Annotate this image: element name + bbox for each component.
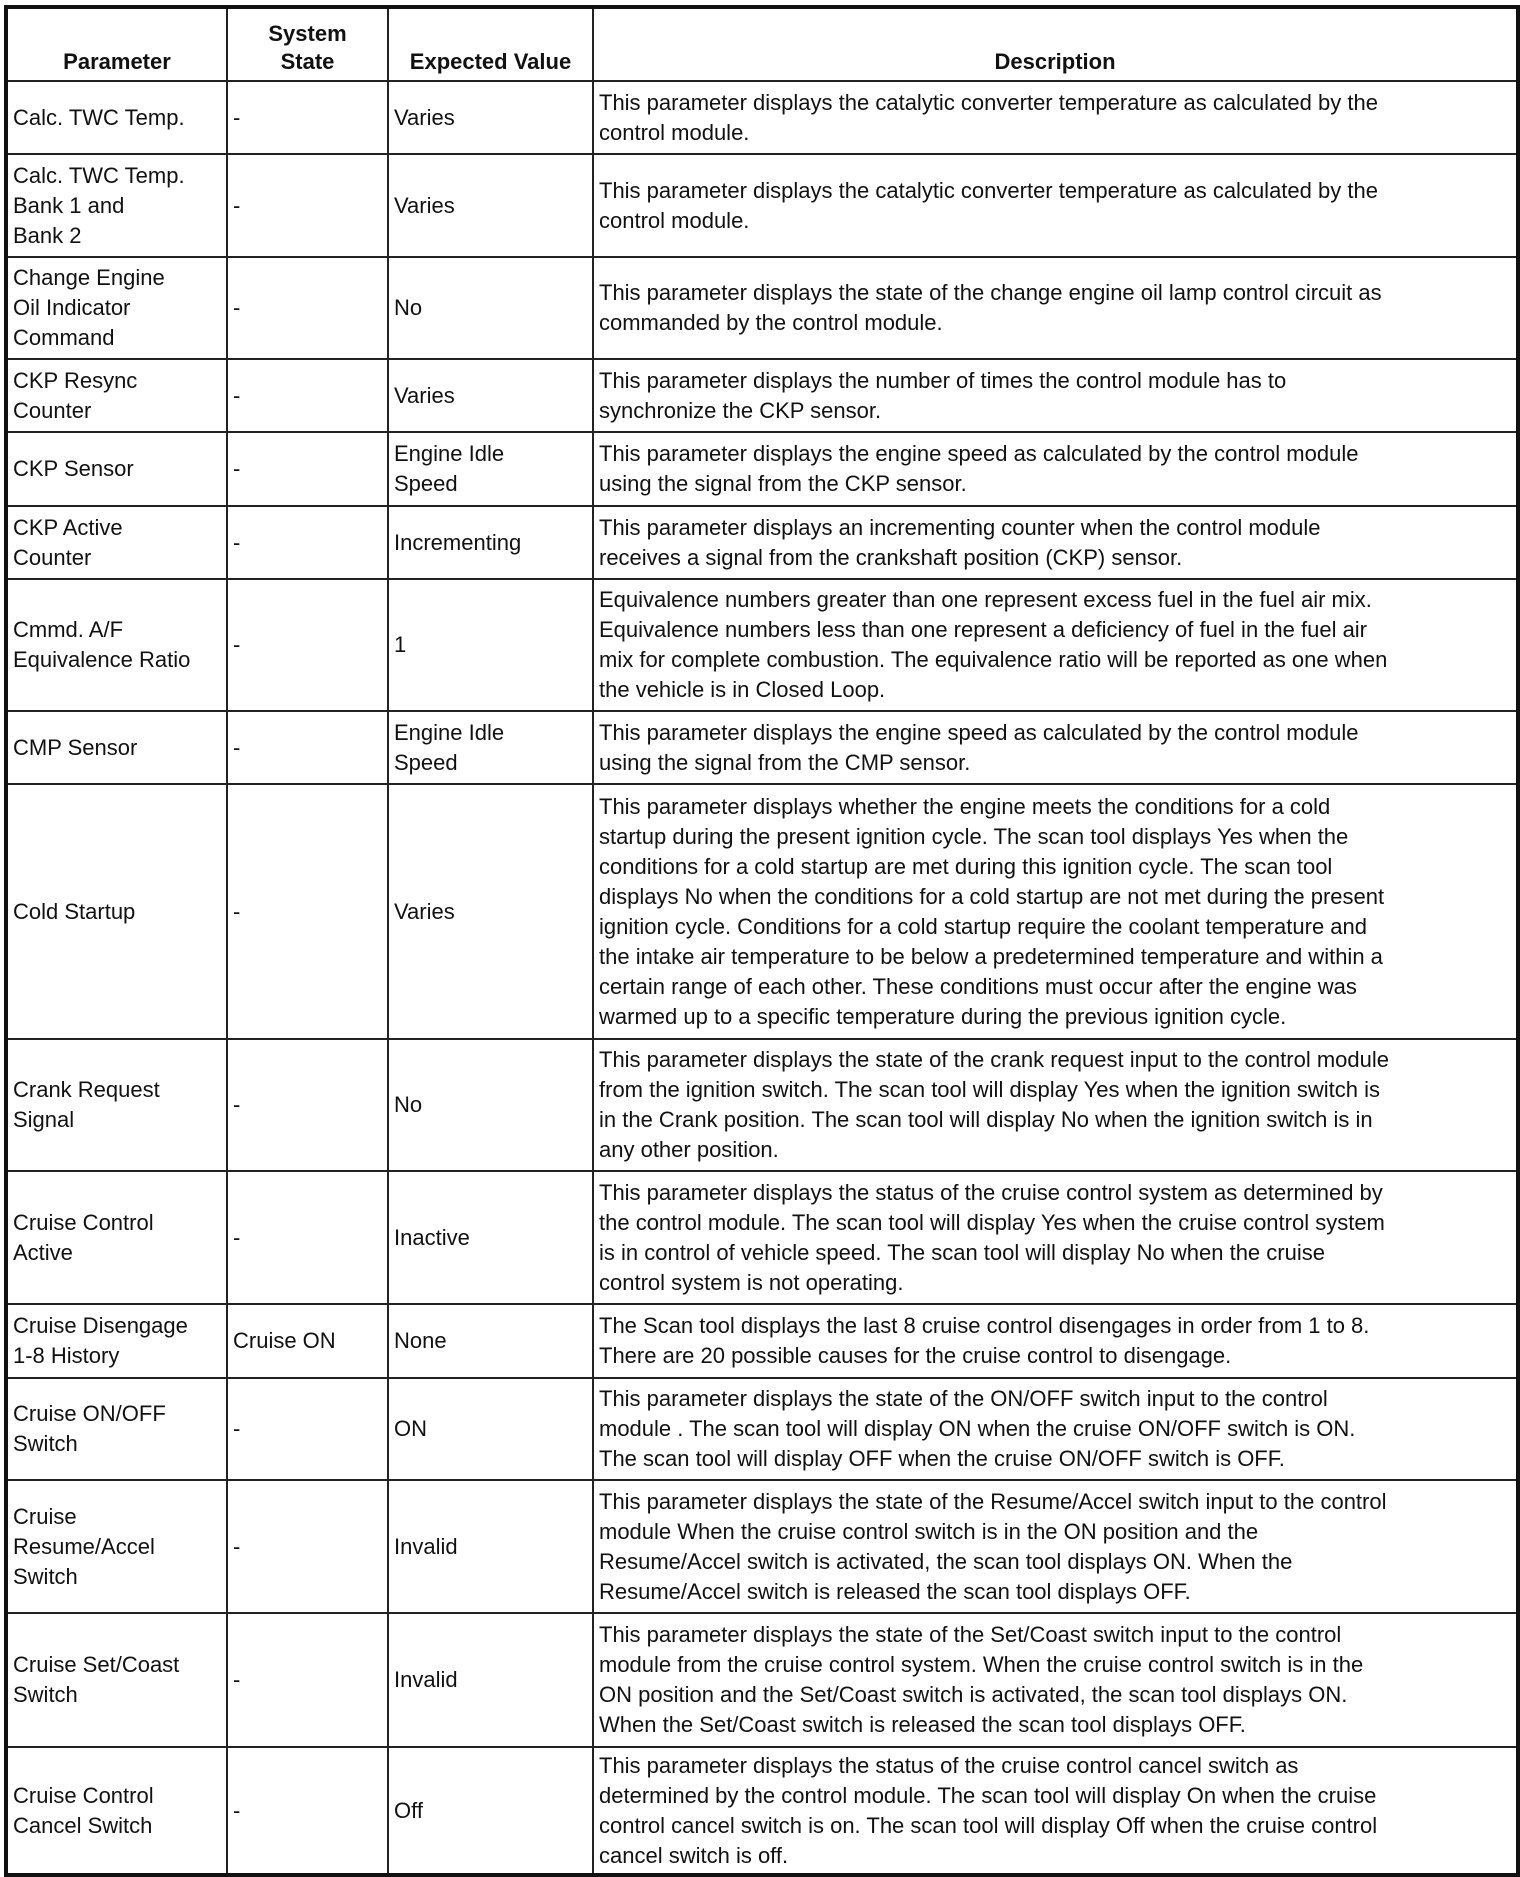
system-state-cell: - xyxy=(226,80,389,155)
parameter-cell: Calc. TWC Temp. xyxy=(5,80,228,155)
expected-value-cell: ON xyxy=(387,1377,594,1481)
description-cell: This parameter displays the engine speed… xyxy=(592,431,1519,507)
description-cell: This parameter displays the state of the… xyxy=(592,1038,1519,1172)
description-cell: This parameter displays the status of th… xyxy=(592,1170,1519,1305)
parameter-cell: CKP Sensor xyxy=(5,431,228,507)
description-cell: This parameter displays an incrementing … xyxy=(592,505,1519,580)
expected-value-cell: Inactive xyxy=(387,1170,594,1305)
system-state-cell: - xyxy=(226,1038,389,1172)
table-row: CKP Resync Counter - Varies This parameter … xyxy=(5,358,1519,433)
system-state-cell: - xyxy=(226,578,389,712)
expected-value-cell: Varies xyxy=(387,153,594,258)
system-state-cell: - xyxy=(226,431,389,507)
table-row: CKP Sensor - Engine Idle Speed This paramet… xyxy=(5,431,1519,507)
parameter-cell: Cruise Control Cancel Switch xyxy=(5,1746,228,1876)
header-system-state: System State xyxy=(226,6,389,82)
header-description: Description xyxy=(592,6,1519,82)
header-expected-value: Expected Value xyxy=(387,6,594,82)
system-state-cell: - xyxy=(226,1746,389,1876)
system-state-cell: - xyxy=(226,1377,389,1481)
parameter-table: Parameter System State Expected Value De… xyxy=(4,5,1520,1877)
description-cell: This parameter displays the catalytic co… xyxy=(592,80,1519,155)
table-row: Change Engine Oil Indicator Command - No Th… xyxy=(5,256,1519,360)
parameter-cell: Crank Request Signal xyxy=(5,1038,228,1172)
parameter-cell: CKP Resync Counter xyxy=(5,358,228,433)
system-state-cell: - xyxy=(226,1170,389,1305)
expected-value-cell: Incrementing xyxy=(387,505,594,580)
description-cell: Equivalence numbers greater than one rep… xyxy=(592,578,1519,712)
system-state-cell: - xyxy=(226,1479,389,1614)
table-row: Cmmd. A/F Equivalence Ratio -1 Equivalence… xyxy=(5,578,1519,712)
expected-value-cell: Off xyxy=(387,1746,594,1876)
expected-value-cell: None xyxy=(387,1303,594,1379)
system-state-cell: - xyxy=(226,153,389,258)
system-state-cell: - xyxy=(226,710,389,785)
description-cell: This parameter displays the state of the… xyxy=(592,256,1519,360)
description-cell: This parameter displays the state of the… xyxy=(592,1377,1519,1481)
parameter-cell: Cruise ON/OFF Switch xyxy=(5,1377,228,1481)
header-parameter: Parameter xyxy=(5,6,228,82)
table-row: Cruise Control Cancel Switch - Off This par… xyxy=(5,1746,1519,1876)
table-row: Cruise Disengage 1-8 History Cruise ON Non… xyxy=(5,1303,1519,1379)
description-cell: This parameter displays the state of the… xyxy=(592,1612,1519,1748)
table-row: CKP Active Counter - Incrementing This para… xyxy=(5,505,1519,580)
table-row: Calc. TWC Temp. Bank 1 and Bank 2- Varies… xyxy=(5,153,1519,258)
system-state-cell: - xyxy=(226,358,389,433)
parameter-cell: Cold Startup xyxy=(5,783,228,1040)
table-row: Cruise Control Active - Inactive This param… xyxy=(5,1170,1519,1305)
description-cell: This parameter displays the state of the… xyxy=(592,1479,1519,1614)
description-cell: This parameter displays the number of ti… xyxy=(592,358,1519,433)
parameter-cell: Change Engine Oil Indicator Command xyxy=(5,256,228,360)
expected-value-cell: Varies xyxy=(387,80,594,155)
parameter-cell: Cruise Set/Coast Switch xyxy=(5,1612,228,1748)
expected-value-cell: 1 xyxy=(387,578,594,712)
description-cell: The Scan tool displays the last 8 cruise… xyxy=(592,1303,1519,1379)
table-row: Cruise ON/OFF Switch - ON This parameter di… xyxy=(5,1377,1519,1481)
table-row: CMP Sensor - Engine Idle Speed This paramet… xyxy=(5,710,1519,785)
expected-value-cell: Varies xyxy=(387,358,594,433)
table-row: Cruise Resume/Accel Switch - Invalid This p… xyxy=(5,1479,1519,1614)
table-row: Cruise Set/Coast Switch - Invalid This para… xyxy=(5,1612,1519,1748)
expected-value-cell: Invalid xyxy=(387,1479,594,1614)
parameter-cell: Cruise Resume/Accel Switch xyxy=(5,1479,228,1614)
system-state-cell: - xyxy=(226,1612,389,1748)
parameter-cell: Cruise Disengage 1-8 History xyxy=(5,1303,228,1379)
parameter-cell: Calc. TWC Temp. Bank 1 and Bank 2 xyxy=(5,153,228,258)
table-row: Crank Request Signal - No This parameter di… xyxy=(5,1038,1519,1172)
system-state-cell: Cruise ON xyxy=(226,1303,389,1379)
parameter-cell: CKP Active Counter xyxy=(5,505,228,580)
description-cell: This parameter displays the catalytic co… xyxy=(592,153,1519,258)
parameter-cell: Cruise Control Active xyxy=(5,1170,228,1305)
table-row: Calc. TWC Temp. - Varies This parameter dis… xyxy=(5,80,1519,155)
expected-value-cell: Engine Idle Speed xyxy=(387,431,594,507)
expected-value-cell: No xyxy=(387,256,594,360)
expected-value-cell: No xyxy=(387,1038,594,1172)
system-state-cell: - xyxy=(226,256,389,360)
description-cell: This parameter displays the engine speed… xyxy=(592,710,1519,785)
description-cell: This parameter displays the status of th… xyxy=(592,1746,1519,1876)
description-cell: This parameter displays whether the engi… xyxy=(592,783,1519,1040)
parameter-cell: CMP Sensor xyxy=(5,710,228,785)
expected-value-cell: Invalid xyxy=(387,1612,594,1748)
parameter-cell: Cmmd. A/F Equivalence Ratio xyxy=(5,578,228,712)
system-state-cell: - xyxy=(226,783,389,1040)
system-state-cell: - xyxy=(226,505,389,580)
table-row: Cold Startup - Varies This parameter displa… xyxy=(5,783,1519,1040)
header-row: Parameter System State Expected Value De… xyxy=(5,6,1519,82)
expected-value-cell: Varies xyxy=(387,783,594,1040)
expected-value-cell: Engine Idle Speed xyxy=(387,710,594,785)
